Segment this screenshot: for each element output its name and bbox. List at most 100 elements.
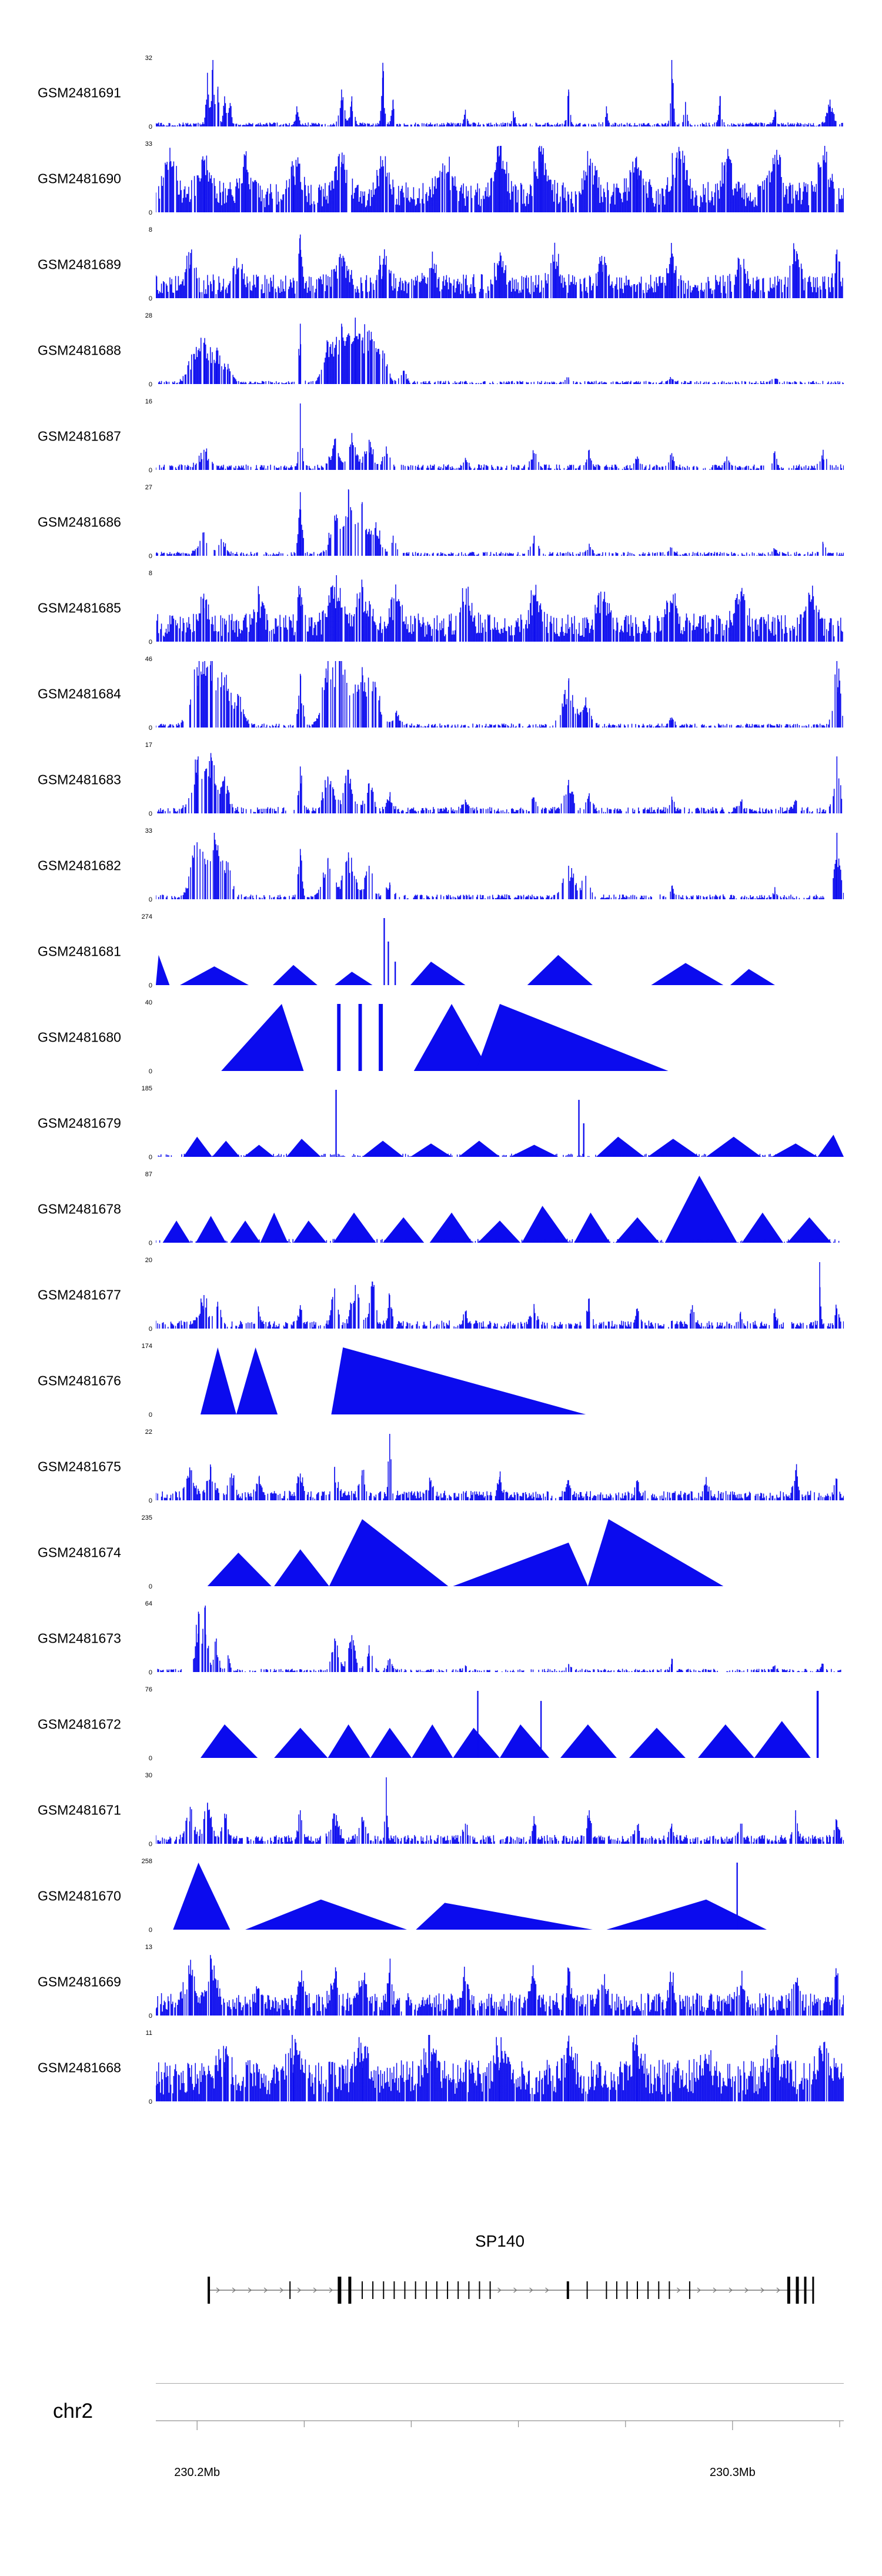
track-row: GSM2481685 8 0 (0, 565, 882, 651)
track-signal-plot (156, 1347, 844, 1414)
track-signal-svg (156, 403, 844, 470)
track-ymin-label: 0 (148, 381, 152, 388)
track-signal-svg (158, 1090, 844, 1157)
track-ymin-label: 0 (148, 1240, 152, 1247)
track-signal-plot (156, 575, 844, 642)
track-signal-plot (156, 660, 844, 728)
track-signal-plot (156, 1262, 844, 1329)
track-signal-svg (173, 1863, 767, 1930)
track-ymin-label: 0 (148, 1841, 152, 1848)
track-ymin-label: 0 (148, 639, 152, 646)
track-row: GSM2481683 17 0 (0, 737, 882, 823)
track-label: GSM2481689 (38, 256, 121, 272)
track-signal-svg (156, 234, 843, 298)
track-signal-svg (156, 146, 844, 212)
track-ymax-label: 8 (148, 570, 152, 577)
track-signal-plot (156, 1433, 844, 1500)
track-ymin-label: 0 (148, 1326, 152, 1333)
track-signal-plot (156, 1777, 844, 1844)
track-ymin-label: 0 (148, 2098, 152, 2105)
track-signal-plot (156, 1691, 844, 1758)
track-signal-plot (156, 1090, 844, 1157)
axis-top-line (156, 2383, 844, 2384)
track-ymax-label: 27 (145, 484, 152, 491)
track-label: GSM2481683 (38, 772, 121, 788)
track-ymin-label: 0 (148, 810, 152, 817)
track-signal-plot (156, 59, 844, 126)
track-ymax-label: 33 (145, 827, 152, 835)
track-signal-plot (156, 1519, 844, 1586)
track-ymax-label: 11 (145, 2030, 152, 2037)
track-signal-svg (156, 60, 843, 126)
track-ymax-label: 46 (145, 656, 152, 663)
track-ymin-label: 0 (148, 725, 152, 732)
axis-tick-label: 230.3Mb (710, 2466, 756, 2479)
track-label: GSM2481676 (38, 1373, 121, 1389)
track-signal-plot (156, 489, 844, 556)
track-ymax-label: 17 (145, 742, 152, 749)
track-row: GSM2481668 11 0 (0, 2025, 882, 2111)
track-label: GSM2481690 (38, 171, 121, 186)
track-label: GSM2481669 (38, 1974, 121, 1990)
track-signal-plot (156, 1004, 844, 1071)
track-signal-svg (158, 318, 844, 384)
track-signal-svg (156, 1176, 840, 1243)
track-signal-plot (156, 2034, 844, 2101)
track-row: GSM2481680 40 0 (0, 995, 882, 1080)
track-label: GSM2481678 (38, 1201, 121, 1217)
track-signal-svg (156, 1777, 844, 1844)
track-ymax-label: 40 (145, 999, 152, 1006)
track-signal-plot (156, 1176, 844, 1243)
track-ymax-label: 87 (145, 1171, 152, 1178)
track-signal-plot (156, 1863, 844, 1930)
track-ymax-label: 13 (145, 1944, 152, 1951)
track-ymin-label: 0 (148, 1583, 152, 1590)
track-signal-plot (156, 231, 844, 298)
track-row: GSM2481690 33 0 (0, 136, 882, 222)
track-ymin-label: 0 (148, 1927, 152, 1934)
track-signal-svg (156, 1262, 844, 1329)
track-ymax-label: 274 (141, 913, 152, 920)
track-ymax-label: 20 (145, 1257, 152, 1264)
track-row: GSM2481670 258 0 (0, 1853, 882, 1939)
track-label: GSM2481672 (38, 1716, 121, 1732)
track-signal-svg (156, 1434, 844, 1500)
track-row: GSM2481679 185 0 (0, 1080, 882, 1166)
track-label: GSM2481682 (38, 857, 121, 873)
chromosome-label: chr2 (53, 2400, 93, 2422)
track-label: GSM2481684 (38, 686, 121, 702)
track-ymin-label: 0 (148, 982, 152, 989)
track-row: GSM2481677 20 0 (0, 1252, 882, 1338)
track-label: GSM2481680 (38, 1029, 121, 1045)
track-label: GSM2481670 (38, 1888, 121, 1904)
track-row: GSM2481676 174 0 (0, 1338, 882, 1424)
track-label: GSM2481668 (38, 2060, 121, 2076)
track-ymax-label: 185 (141, 1085, 152, 1092)
track-signal-plot (156, 317, 844, 384)
track-signal-svg (156, 918, 775, 985)
track-row: GSM2481678 87 0 (0, 1166, 882, 1252)
track-ymin-label: 0 (148, 2013, 152, 2020)
track-signal-svg (157, 1606, 841, 1672)
track-signal-plot (156, 1948, 844, 2016)
track-row: GSM2481674 235 0 (0, 1510, 882, 1596)
track-row: GSM2481689 8 0 (0, 222, 882, 308)
track-row: GSM2481671 30 0 (0, 1767, 882, 1853)
track-label: GSM2481679 (38, 1115, 121, 1131)
track-ymin-label: 0 (148, 1154, 152, 1161)
track-signal-svg (156, 661, 843, 728)
track-ymax-label: 258 (141, 1858, 152, 1865)
track-signal-svg (221, 1004, 669, 1071)
track-signal-svg (156, 2035, 844, 2101)
track-label: GSM2481673 (38, 1630, 121, 1646)
track-signal-plot (156, 403, 844, 470)
track-signal-svg (156, 489, 844, 556)
track-row: GSM2481691 32 0 (0, 50, 882, 136)
track-row: GSM2481687 16 0 (0, 393, 882, 479)
track-row: GSM2481675 22 0 (0, 1424, 882, 1510)
track-signal-plot (156, 746, 844, 813)
track-row: GSM2481686 27 0 (0, 479, 882, 565)
track-ymin-label: 0 (148, 1497, 152, 1504)
track-label: GSM2481685 (38, 600, 121, 616)
